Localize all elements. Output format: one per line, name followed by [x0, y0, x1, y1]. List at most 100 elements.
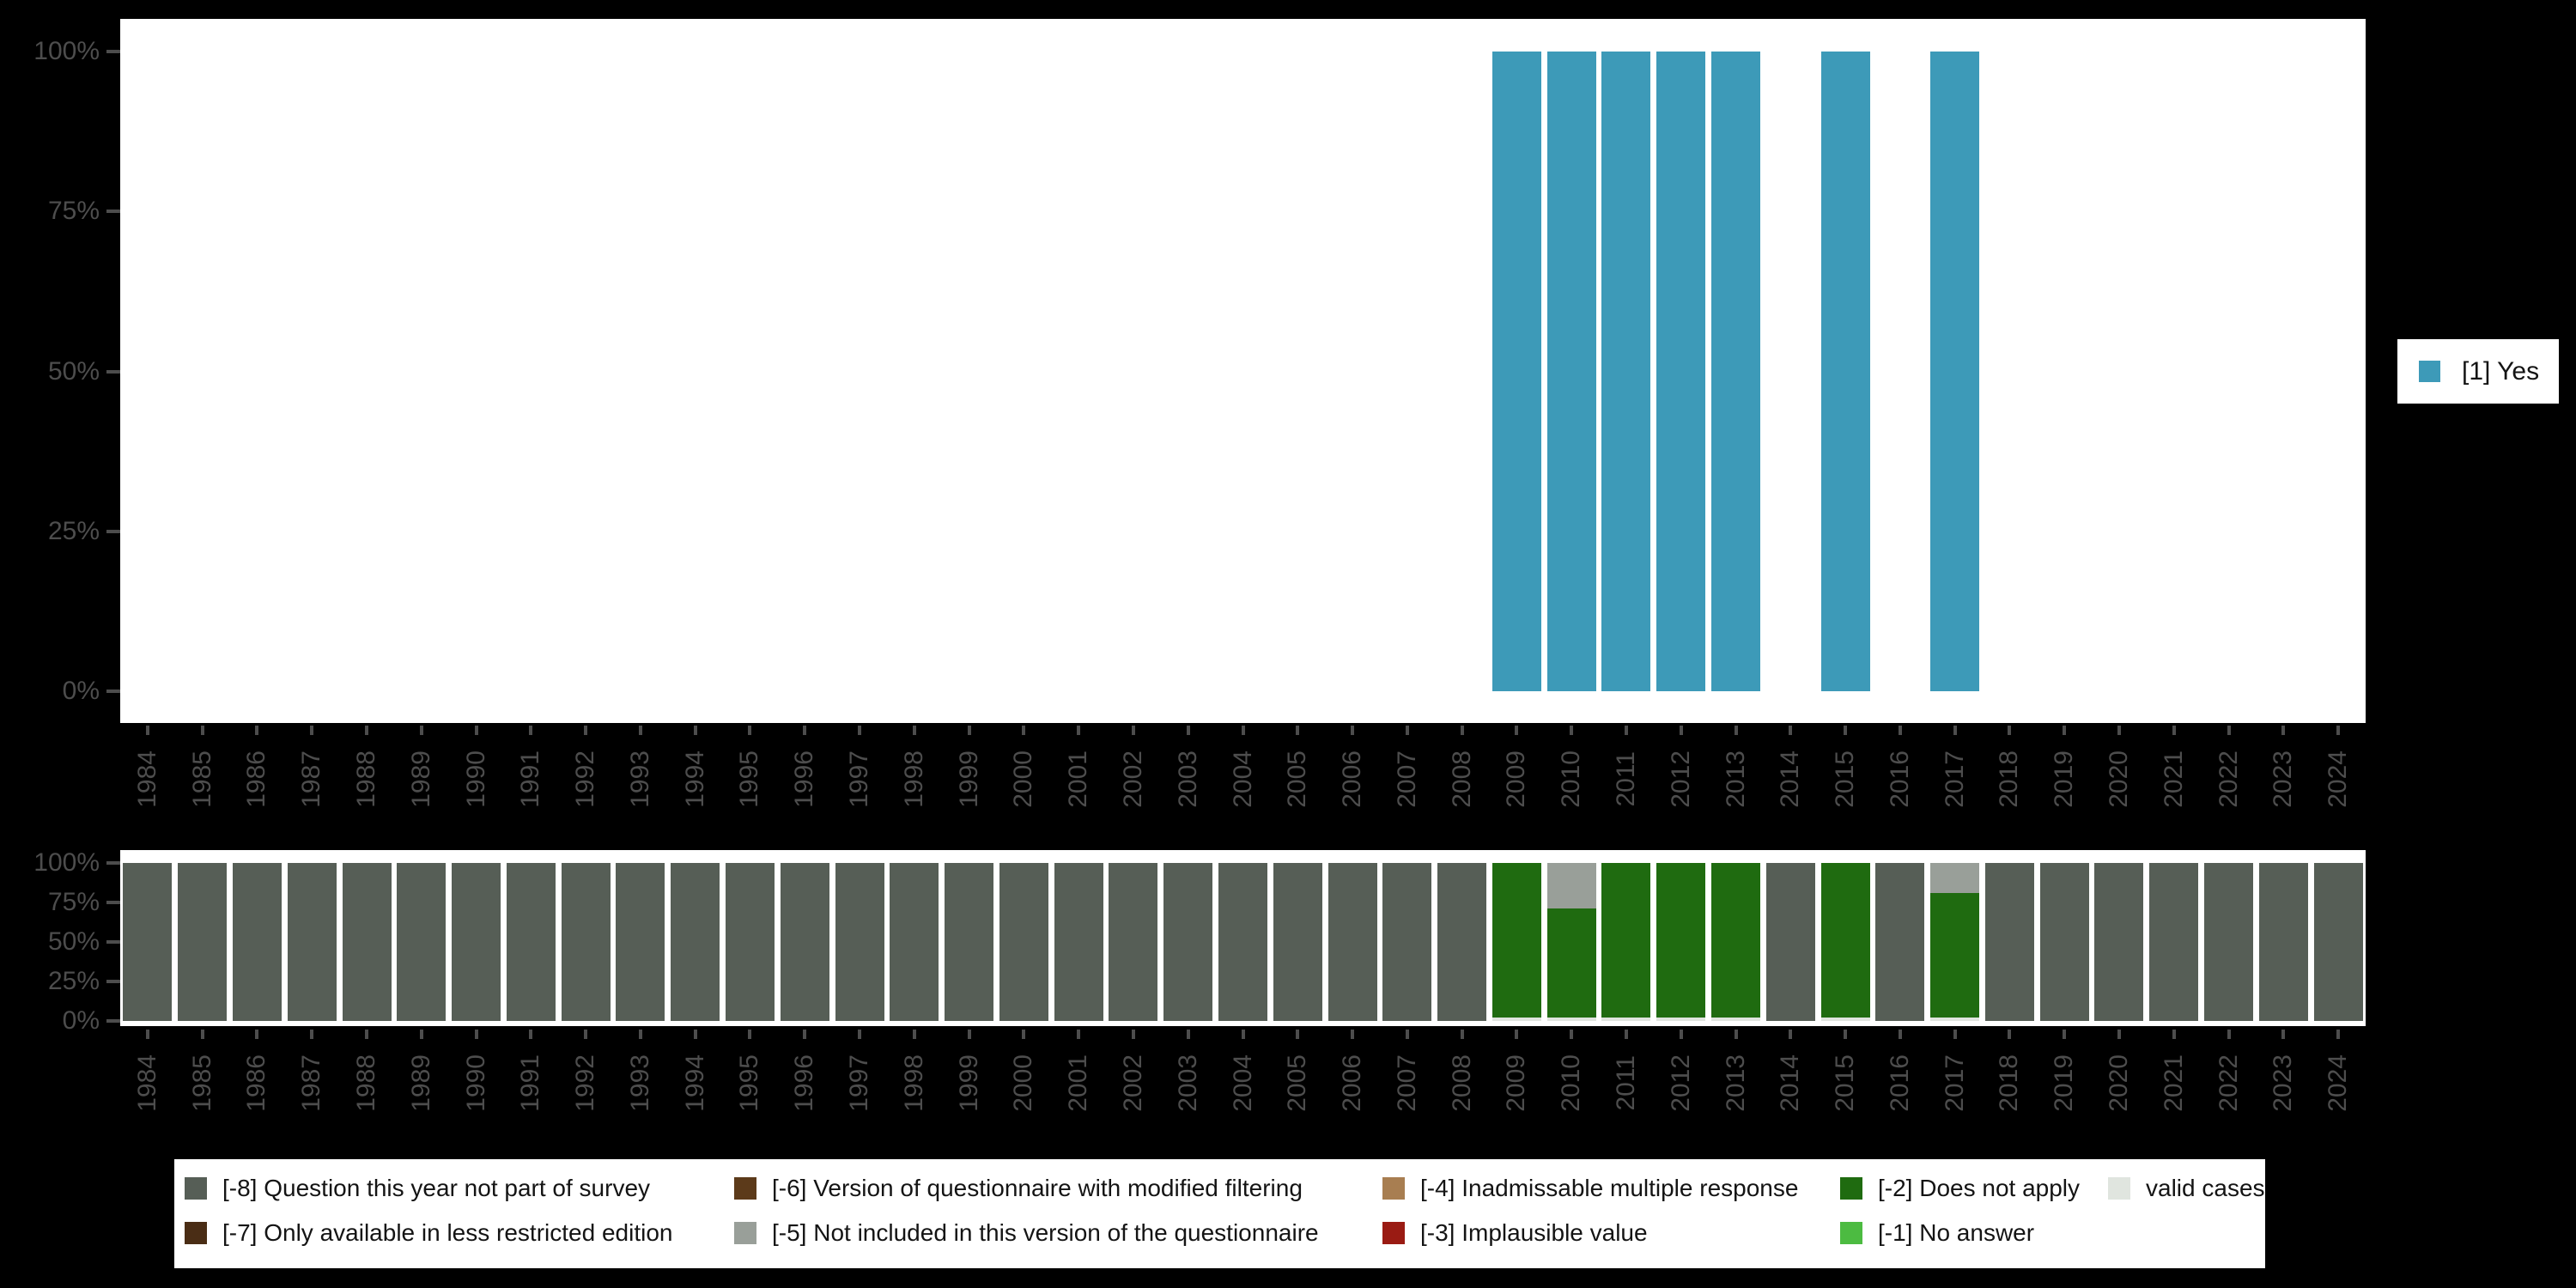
x-tick-2019 [2063, 1030, 2067, 1039]
year-label-text: 2001 [1064, 1054, 1093, 1112]
x-tick-2020 [2117, 726, 2121, 735]
x-tick-2010 [1570, 726, 1574, 735]
bar-2011-valid cases [1601, 1018, 1650, 1021]
bottom-y-label-75: 75% [47, 888, 100, 916]
bar-2021--8 [2149, 863, 2198, 1021]
year-label-text: 1985 [187, 750, 216, 808]
x-tick-1994 [693, 1030, 697, 1039]
bar-2003--8 [1163, 863, 1212, 1021]
bar-1990--8 [452, 863, 501, 1021]
bottom-x-label-2000: 2000 [1009, 1042, 1038, 1123]
bottom-x-label-2016: 2016 [1886, 1042, 1915, 1123]
bar-2004--8 [1218, 863, 1267, 1021]
top-y-label-25: 25% [47, 516, 100, 545]
x-tick-1998 [912, 1030, 916, 1039]
legend-item--6: [-6] Version of questionnaire with modif… [734, 1166, 1382, 1211]
legend-item--1: [-1] No answer [1840, 1211, 2108, 1255]
bottom-x-label-2022: 2022 [2215, 1042, 2244, 1123]
bottom-x-label-2012: 2012 [1667, 1042, 1696, 1123]
top-x-label-2017: 2017 [1941, 738, 1970, 819]
top-y-label-100: 100% [33, 37, 100, 65]
x-tick-2006 [1351, 726, 1355, 735]
year-label-text: 2011 [1611, 1054, 1640, 1111]
bar-2005--8 [1273, 863, 1322, 1021]
bar-2018--8 [1985, 863, 2034, 1021]
bar-2011-1 [1601, 52, 1650, 691]
x-tick-2011 [1624, 1030, 1628, 1039]
x-tick-2005 [1296, 1030, 1300, 1039]
bar-2001--8 [1054, 863, 1103, 1021]
x-tick-2011 [1624, 726, 1628, 735]
top-y-label-75: 75% [47, 197, 100, 226]
year-label-text: 2007 [1392, 750, 1421, 808]
legend-swatch [185, 1222, 207, 1244]
x-tick-2009 [1515, 1030, 1519, 1039]
bar-2012-valid cases [1656, 1018, 1705, 1021]
bottom-y-label-50: 50% [47, 927, 100, 956]
bottom-x-label-1991: 1991 [516, 1042, 545, 1123]
top-x-label-1992: 1992 [571, 738, 600, 819]
bar-1997--8 [835, 863, 884, 1021]
year-label-text: 2004 [1228, 750, 1257, 808]
year-label-text: 2015 [1831, 750, 1860, 808]
year-label-text: 1989 [406, 750, 435, 808]
top-x-label-2004: 2004 [1229, 738, 1258, 819]
bar-2019--8 [2040, 863, 2089, 1021]
x-tick-2022 [2227, 726, 2231, 735]
bar-2013--2 [1711, 863, 1760, 1018]
year-label-text: 1990 [461, 1054, 490, 1112]
legend-label: valid cases [2146, 1175, 2265, 1201]
bar-2012--2 [1656, 863, 1705, 1018]
top-x-label-2022: 2022 [2215, 738, 2244, 819]
top-x-label-1993: 1993 [626, 738, 655, 819]
x-tick-1984 [145, 1030, 149, 1039]
top-y-label-50: 50% [47, 356, 100, 386]
year-label-text: 2014 [1776, 1054, 1805, 1112]
bottom-x-label-1987: 1987 [297, 1042, 326, 1123]
year-label-text: 2008 [1447, 1054, 1476, 1112]
x-tick-1997 [858, 726, 862, 735]
legend-label: [-2] Does not apply [1878, 1175, 2081, 1201]
bottom-x-label-1997: 1997 [845, 1042, 874, 1123]
top-x-label-1991: 1991 [516, 738, 545, 819]
bar-1986--8 [233, 863, 282, 1021]
year-label-text: 2016 [1885, 750, 1914, 808]
legend-swatch [734, 1177, 756, 1200]
legend-item-valid-cases: valid cases [2108, 1166, 2265, 1211]
x-tick-2017 [1953, 1030, 1957, 1039]
top-x-label-2013: 2013 [1722, 738, 1751, 819]
x-tick-2004 [1241, 1030, 1245, 1039]
bar-2015--2 [1821, 863, 1870, 1018]
x-tick-2024 [2336, 1030, 2341, 1039]
bar-2006--8 [1328, 863, 1377, 1021]
legend-label: [-5] Not included in this version of the… [772, 1219, 1319, 1246]
top-x-label-2011: 2011 [1612, 738, 1641, 819]
bottom-y-label-0: 0% [62, 1006, 100, 1035]
year-label-text: 1987 [297, 1054, 326, 1112]
bar-2023--8 [2259, 863, 2308, 1021]
year-label-text: 2018 [1995, 1054, 2024, 1112]
bar-1988--8 [343, 863, 392, 1021]
year-label-text: 2022 [2214, 750, 2243, 808]
legend-item--7: [-7] Only available in less restricted e… [185, 1211, 734, 1255]
year-label-text: 1984 [132, 1054, 161, 1112]
year-label-text: 1995 [735, 750, 764, 808]
bar-1995--8 [726, 863, 775, 1021]
bar-1998--8 [890, 863, 939, 1021]
top-x-label-1988: 1988 [352, 738, 381, 819]
year-label-text: 2004 [1228, 1054, 1257, 1112]
bar-2000--8 [999, 863, 1048, 1021]
year-label-text: 1991 [516, 750, 545, 808]
bottom-x-label-2005: 2005 [1283, 1042, 1312, 1123]
x-tick-1991 [529, 1030, 533, 1039]
top-x-label-1996: 1996 [790, 738, 819, 819]
bar-1994--8 [671, 863, 720, 1021]
legend-swatch [1840, 1177, 1862, 1200]
top-x-label-2015: 2015 [1831, 738, 1860, 819]
legend-swatch [185, 1177, 207, 1200]
y-tick-25 [106, 529, 120, 533]
bottom-chart-plot-area [120, 850, 2366, 1026]
x-tick-2017 [1953, 726, 1957, 735]
year-label-text: 2001 [1064, 750, 1093, 808]
bar-2010-valid cases [1547, 1018, 1596, 1021]
